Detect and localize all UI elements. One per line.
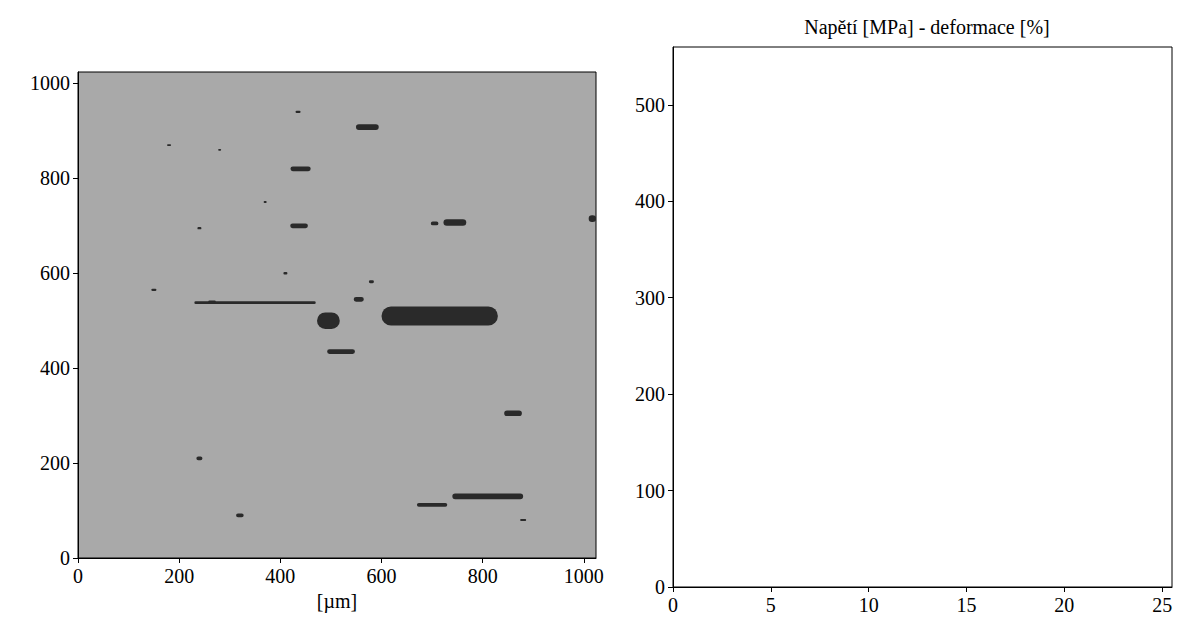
- svg-text:200: 200: [164, 565, 194, 587]
- svg-text:800: 800: [40, 167, 70, 189]
- svg-text:800: 800: [468, 565, 498, 587]
- svg-text:200: 200: [40, 452, 70, 474]
- svg-text:500: 500: [635, 94, 665, 116]
- svg-text:400: 400: [635, 190, 665, 212]
- svg-text:100: 100: [635, 480, 665, 502]
- svg-text:600: 600: [40, 262, 70, 284]
- svg-text:[µm]: [µm]: [317, 590, 357, 613]
- svg-text:0: 0: [668, 594, 678, 616]
- svg-text:1000: 1000: [30, 72, 70, 94]
- svg-text:200: 200: [635, 383, 665, 405]
- svg-text:20: 20: [1054, 594, 1074, 616]
- svg-text:0: 0: [655, 576, 665, 598]
- svg-text:600: 600: [367, 565, 397, 587]
- svg-text:300: 300: [635, 287, 665, 309]
- svg-text:15: 15: [957, 594, 977, 616]
- svg-text:400: 400: [265, 565, 295, 587]
- svg-text:1000: 1000: [564, 565, 604, 587]
- svg-text:0: 0: [60, 547, 70, 569]
- svg-text:0: 0: [73, 565, 83, 587]
- svg-text:5: 5: [766, 594, 776, 616]
- svg-text:400: 400: [40, 357, 70, 379]
- svg-text:Napětí [MPa] - deformace [%]: Napětí [MPa] - deformace [%]: [804, 16, 1049, 39]
- svg-text:10: 10: [859, 594, 879, 616]
- svg-text:25: 25: [1152, 594, 1172, 616]
